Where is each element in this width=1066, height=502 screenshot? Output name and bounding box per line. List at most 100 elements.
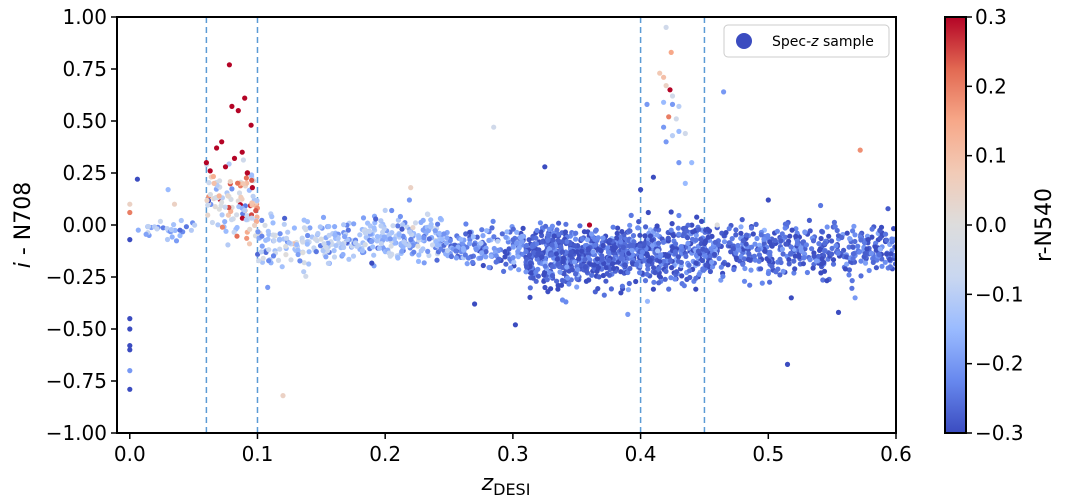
- data-point: [858, 258, 864, 264]
- legend-label-suffix: sample: [819, 34, 874, 50]
- data-point: [222, 204, 228, 210]
- data-point: [362, 242, 368, 248]
- data-point: [718, 264, 724, 270]
- data-point: [480, 233, 486, 239]
- data-point: [418, 248, 424, 254]
- data-point: [765, 270, 772, 277]
- data-point: [483, 249, 489, 255]
- data-point: [686, 262, 692, 268]
- data-point: [661, 99, 667, 105]
- data-point: [244, 235, 250, 241]
- data-point: [503, 234, 509, 240]
- data-point: [663, 268, 669, 274]
- data-point: [607, 237, 613, 243]
- data-point: [297, 258, 303, 264]
- data-point: [610, 265, 617, 271]
- data-point: [613, 235, 620, 241]
- data-point: [599, 257, 605, 263]
- data-point: [127, 316, 133, 322]
- data-point: [177, 227, 183, 233]
- data-point: [376, 245, 382, 251]
- data-point: [351, 221, 357, 227]
- data-point: [562, 229, 569, 235]
- data-point: [448, 253, 454, 260]
- data-point: [882, 259, 888, 265]
- data-point: [819, 256, 825, 262]
- data-point: [667, 87, 673, 93]
- data-point: [285, 229, 291, 235]
- data-point: [636, 219, 642, 225]
- data-point: [173, 238, 180, 244]
- data-point: [253, 218, 260, 225]
- data-point: [434, 257, 440, 263]
- data-point: [258, 249, 264, 255]
- data-point: [591, 262, 597, 268]
- data-point: [619, 251, 625, 257]
- data-point: [745, 256, 752, 263]
- data-point: [545, 237, 551, 243]
- data-point: [516, 245, 522, 251]
- data-point: [637, 243, 643, 249]
- data-point: [434, 242, 441, 248]
- data-point: [754, 235, 760, 242]
- data-point: [676, 128, 682, 134]
- data-point: [472, 301, 478, 307]
- data-point: [685, 240, 691, 246]
- data-point: [307, 225, 313, 231]
- legend-label: Spec-z sample: [772, 34, 874, 50]
- data-point: [696, 226, 702, 232]
- x-tick-label: 0.5: [752, 442, 784, 466]
- data-point: [809, 246, 815, 252]
- data-point: [694, 214, 700, 220]
- data-point: [395, 223, 401, 229]
- data-point: [661, 74, 667, 80]
- data-point: [584, 237, 591, 243]
- data-point: [743, 232, 750, 238]
- y-axis-label-rest: - N708: [11, 182, 36, 262]
- data-point: [491, 234, 497, 240]
- data-point: [576, 256, 582, 262]
- data-point: [818, 235, 824, 242]
- data-point: [295, 247, 301, 253]
- data-point: [362, 230, 369, 236]
- data-point: [219, 212, 225, 218]
- data-point: [579, 248, 585, 254]
- data-point: [369, 238, 375, 244]
- data-point: [519, 238, 525, 244]
- data-point: [447, 238, 453, 244]
- data-point: [270, 232, 276, 238]
- data-point: [259, 217, 265, 223]
- data-point: [432, 228, 438, 234]
- data-point: [363, 234, 369, 240]
- data-point: [265, 236, 271, 242]
- data-point: [826, 233, 832, 239]
- data-point: [127, 201, 133, 207]
- data-point: [342, 234, 348, 240]
- data-point: [551, 233, 557, 239]
- data-point: [222, 164, 229, 170]
- data-point: [453, 248, 459, 254]
- data-point: [630, 233, 637, 239]
- data-point: [266, 247, 272, 253]
- data-point: [425, 248, 431, 254]
- data-point: [682, 130, 688, 137]
- data-point: [313, 249, 319, 255]
- data-point: [306, 249, 312, 255]
- data-point: [283, 252, 289, 258]
- data-point: [524, 242, 530, 249]
- data-point: [250, 193, 256, 199]
- data-point: [219, 199, 225, 205]
- data-point: [738, 224, 744, 230]
- data-point: [306, 261, 312, 267]
- data-point: [609, 261, 616, 267]
- data-point: [411, 249, 417, 255]
- data-point: [177, 233, 183, 239]
- data-point: [829, 238, 835, 244]
- data-point: [555, 261, 561, 267]
- data-point: [649, 243, 655, 249]
- data-point: [226, 62, 232, 68]
- data-point: [178, 217, 184, 224]
- data-point: [844, 254, 850, 260]
- data-point: [504, 229, 510, 235]
- data-point: [244, 213, 250, 219]
